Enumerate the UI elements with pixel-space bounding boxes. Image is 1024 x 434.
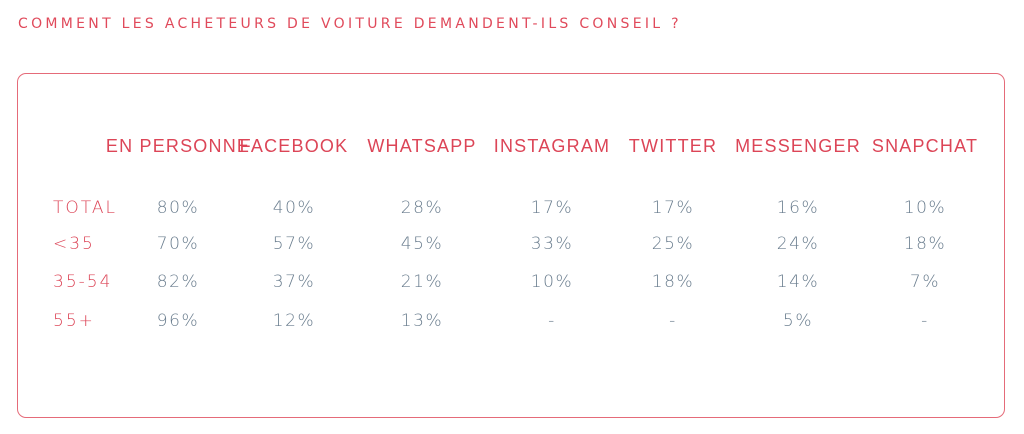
column-header-twitter: TWITTER [628,136,718,156]
table-cell-55-plus-snapchat: - [921,311,929,331]
table-cell-35-54-twitter: 18% [651,272,695,292]
row-label-55-plus: 55+ [53,311,95,331]
table-cell-total-messenger: 16% [776,198,820,218]
row-label-under-35: <35 [53,234,95,254]
table-cell-35-54-instagram: 10% [530,272,574,292]
table-cell-total-whatsapp: 28% [400,198,444,218]
column-header-whatsapp: WHATSAPP [367,136,477,156]
table-cell-35-54-whatsapp: 21% [400,272,444,292]
table-cell-under-35-twitter: 25% [651,234,695,254]
table-cell-under-35-instagram: 33% [530,234,574,254]
table-cell-55-plus-messenger: 5% [782,311,814,331]
row-label-35-54: 35-54 [53,272,113,292]
table-cell-total-twitter: 17% [651,198,695,218]
table-cell-55-plus-instagram: - [548,311,556,331]
table-cell-55-plus-en-personne: 96% [156,311,200,331]
table-cell-35-54-en-personne: 82% [156,272,200,292]
table-cell-under-35-snapchat: 18% [903,234,947,254]
table-cell-under-35-whatsapp: 45% [400,234,444,254]
table-cell-35-54-messenger: 14% [776,272,820,292]
page-title: COMMENT LES ACHETEURS DE VOITURE DEMANDE… [18,16,682,32]
column-header-messenger: MESSENGER [735,136,861,156]
table-cell-55-plus-twitter: - [669,311,677,331]
column-header-snapchat: SNAPCHAT [871,136,979,156]
row-label-total: TOTAL [53,198,117,218]
table-cell-total-facebook: 40% [272,198,316,218]
table-cell-total-snapchat: 10% [903,198,947,218]
table-cell-35-54-facebook: 37% [272,272,316,292]
table-cell-under-35-facebook: 57% [272,234,316,254]
column-header-en-personne: EN PERSONNE [105,136,251,156]
table-cell-55-plus-whatsapp: 13% [400,311,444,331]
table-cell-total-en-personne: 80% [156,198,200,218]
table-cell-total-instagram: 17% [530,198,574,218]
table-cell-under-35-en-personne: 70% [156,234,200,254]
column-header-instagram: INSTAGRAM [493,136,611,156]
table-cell-under-35-messenger: 24% [776,234,820,254]
table-cell-35-54-snapchat: 7% [909,272,941,292]
table-card [17,73,1005,418]
column-header-facebook: FACEBOOK [239,136,349,156]
table-cell-55-plus-facebook: 12% [272,311,316,331]
